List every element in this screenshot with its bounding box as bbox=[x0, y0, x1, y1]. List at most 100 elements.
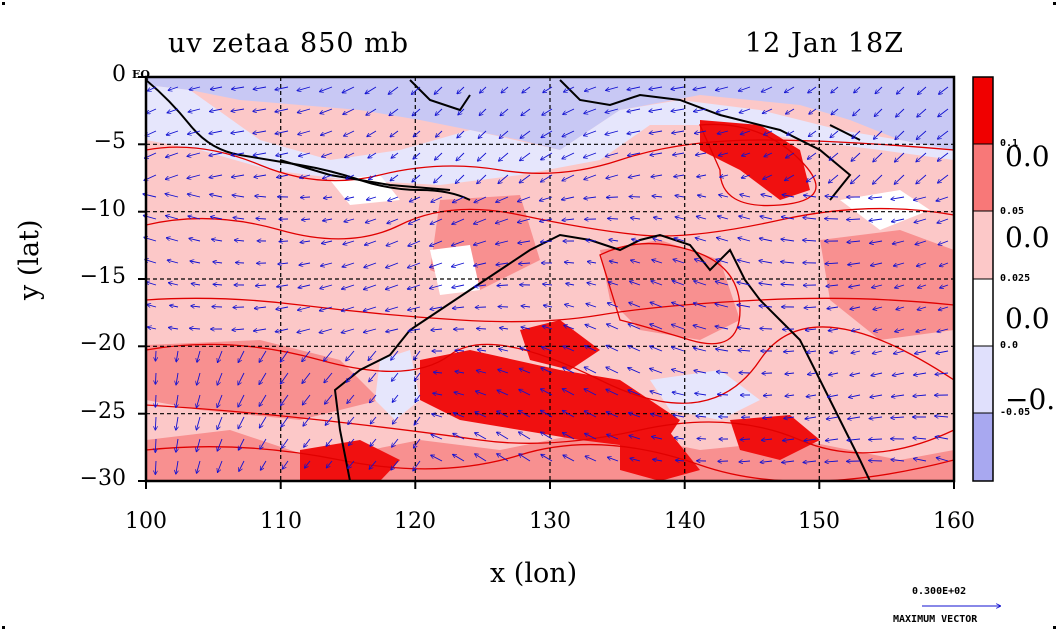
wind-vector bbox=[698, 438, 707, 439]
wind-vector bbox=[475, 412, 487, 418]
wind-vector bbox=[739, 216, 751, 220]
wind-vector bbox=[563, 346, 575, 352]
wind-vector bbox=[917, 262, 927, 266]
wind-vector bbox=[342, 328, 355, 333]
wind-vector bbox=[807, 395, 817, 397]
wind-vector bbox=[239, 438, 245, 450]
wind-vector bbox=[496, 218, 509, 223]
y-axis-label: y (lat) bbox=[14, 219, 45, 301]
wind-vector bbox=[716, 349, 729, 351]
wind-vector bbox=[146, 282, 157, 286]
wind-vector bbox=[784, 351, 795, 352]
wind-vector bbox=[760, 216, 773, 220]
wind-vector bbox=[542, 108, 553, 115]
wind-vector bbox=[632, 239, 641, 241]
wind-vector bbox=[166, 216, 179, 220]
wind-vector bbox=[542, 347, 553, 352]
wind-vector bbox=[189, 238, 201, 241]
wind-vector bbox=[826, 439, 839, 441]
wind-vector bbox=[763, 417, 773, 418]
wind-vector bbox=[368, 152, 377, 158]
wind-vector bbox=[937, 458, 949, 462]
wind-vector bbox=[563, 130, 575, 137]
wind-vector bbox=[584, 197, 597, 199]
wind-vector bbox=[937, 328, 949, 332]
wind-vector bbox=[365, 240, 377, 245]
wind-vector bbox=[698, 195, 707, 197]
wind-vector bbox=[716, 281, 729, 286]
wind-vector bbox=[916, 174, 927, 184]
wind-vector bbox=[212, 239, 223, 241]
wind-vector bbox=[585, 346, 597, 352]
wind-vector bbox=[543, 86, 553, 92]
wind-vector bbox=[344, 219, 355, 222]
wind-vector bbox=[430, 218, 443, 224]
wind-vector bbox=[848, 417, 861, 419]
wind-vector bbox=[278, 263, 289, 264]
wind-vector bbox=[477, 370, 487, 373]
wind-vector bbox=[452, 240, 465, 246]
wind-vector bbox=[209, 130, 223, 134]
wind-vector bbox=[609, 240, 619, 241]
wind-vector bbox=[851, 351, 861, 353]
wind-vector bbox=[155, 438, 156, 452]
wind-vector bbox=[786, 152, 795, 158]
wind-vector bbox=[763, 174, 773, 179]
wind-vector bbox=[629, 436, 641, 440]
wind-vector bbox=[762, 439, 773, 440]
wind-vector bbox=[892, 395, 905, 397]
wind-vector bbox=[324, 372, 333, 382]
wind-vector bbox=[457, 130, 465, 138]
wind-vector bbox=[827, 417, 839, 419]
wind-vector bbox=[695, 393, 707, 395]
wind-vector bbox=[475, 454, 487, 462]
y-tick-label: −10 bbox=[79, 197, 126, 222]
wind-vector bbox=[218, 460, 223, 472]
wind-vector bbox=[694, 371, 707, 373]
wind-vector bbox=[739, 86, 751, 91]
wind-vector bbox=[654, 217, 663, 219]
wind-vector bbox=[408, 262, 421, 268]
wind-vector bbox=[371, 416, 377, 423]
wind-vector bbox=[849, 395, 861, 397]
wind-vector bbox=[281, 372, 289, 384]
wind-vector bbox=[764, 152, 773, 157]
wind-vector bbox=[852, 329, 861, 331]
wind-vector bbox=[430, 262, 443, 267]
wind-vector bbox=[830, 152, 839, 160]
wind-vector bbox=[148, 327, 157, 329]
wind-vector bbox=[299, 263, 311, 265]
wind-vector bbox=[937, 218, 949, 223]
wind-vector bbox=[913, 438, 927, 439]
wind-vector bbox=[541, 389, 553, 396]
wind-vector bbox=[430, 307, 443, 309]
wind-vector bbox=[874, 329, 883, 331]
wind-vector bbox=[936, 196, 949, 201]
wind-vector bbox=[256, 218, 267, 219]
wind-vector bbox=[651, 414, 663, 418]
wind-vector bbox=[693, 86, 707, 90]
wind-vector bbox=[430, 284, 443, 288]
wind-vector bbox=[453, 434, 465, 440]
wind-vector bbox=[873, 307, 883, 309]
y-tick-label: −30 bbox=[79, 466, 126, 491]
wind-vector bbox=[455, 350, 465, 351]
wind-vector bbox=[782, 217, 795, 219]
colorbar bbox=[972, 76, 994, 482]
wind-vector bbox=[366, 108, 377, 115]
wind-vector bbox=[763, 108, 773, 113]
wind-vector bbox=[694, 325, 707, 330]
wind-vector bbox=[499, 152, 509, 161]
wind-vector bbox=[674, 175, 685, 177]
wind-vector bbox=[498, 370, 509, 374]
wind-vector bbox=[320, 328, 333, 333]
wind-vector bbox=[607, 412, 619, 418]
x-tick-label: 140 bbox=[664, 509, 706, 534]
wind-vector bbox=[807, 351, 817, 352]
wind-vector bbox=[324, 350, 333, 361]
wind-vector bbox=[391, 350, 399, 360]
wind-vector bbox=[520, 174, 531, 183]
wind-vector bbox=[387, 240, 399, 246]
wind-vector bbox=[302, 219, 311, 220]
wind-vector bbox=[871, 373, 883, 375]
